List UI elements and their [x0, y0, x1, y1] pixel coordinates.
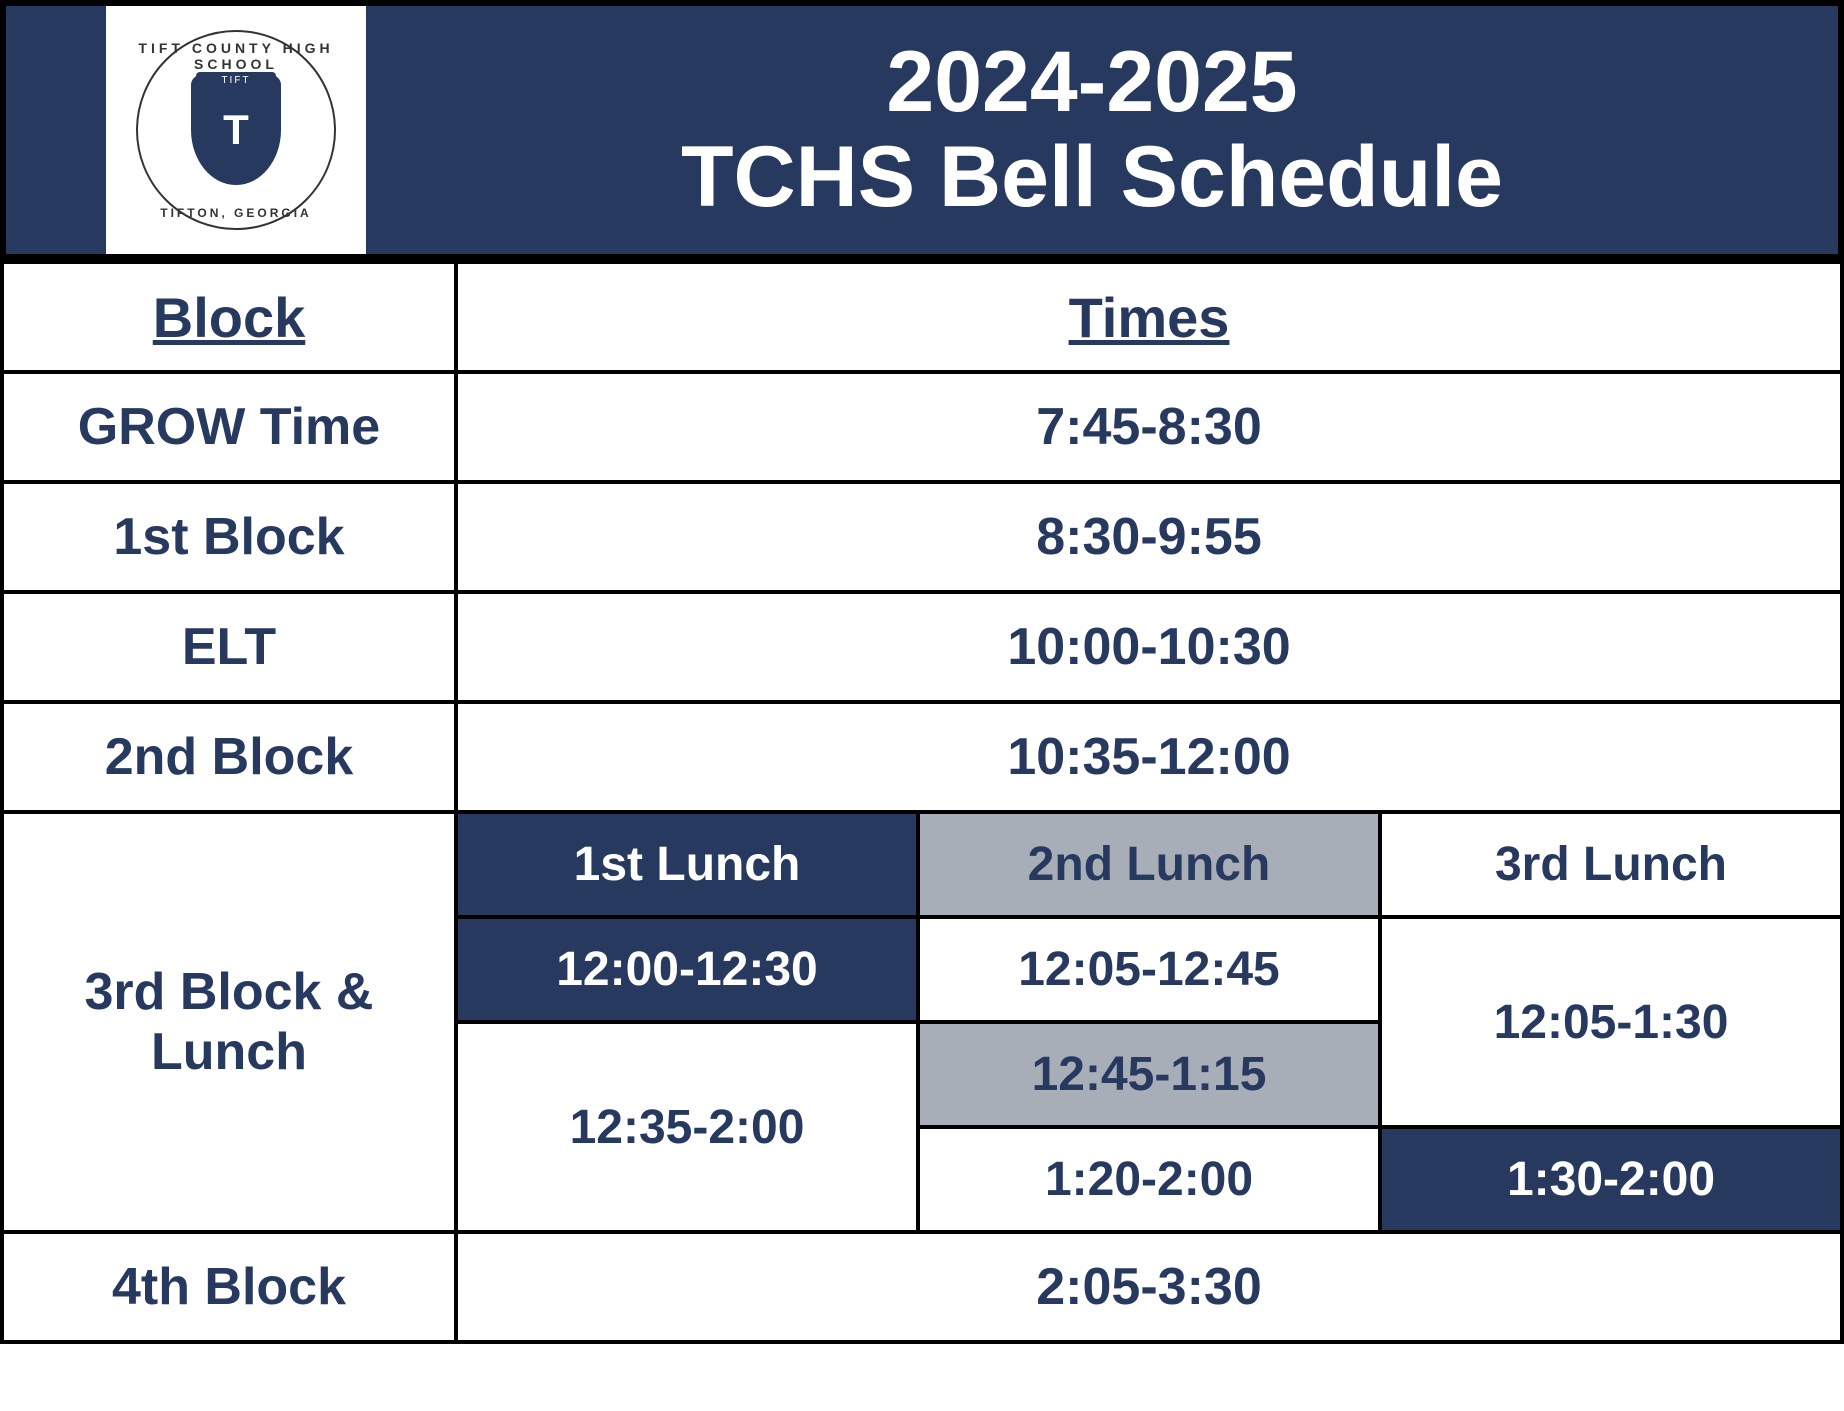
table-row: ELT 10:00-10:30	[2, 592, 1842, 702]
time-cell: 8:30-9:55	[456, 482, 1842, 592]
logo-letter: T	[223, 106, 249, 154]
block-label: 4th Block	[2, 1232, 456, 1342]
header-title: TCHS Bell Schedule	[426, 130, 1758, 225]
lunch-header-3: 3rd Lunch	[1380, 812, 1842, 917]
block-label: 2nd Block	[2, 702, 456, 812]
header-titles: 2024-2025 TCHS Bell Schedule	[426, 35, 1838, 224]
logo-top-text: TIFT COUNTY HIGH SCHOOL	[138, 40, 334, 72]
logo-badge-icon: T	[191, 75, 281, 185]
block-label: 1st Block	[2, 482, 456, 592]
lunch3-time1: 12:05-1:30	[1380, 917, 1842, 1127]
logo-band: TIFT	[196, 72, 276, 90]
logo-box: TIFT COUNTY HIGH SCHOOL TIFT T TIFTON, G…	[106, 6, 366, 254]
table-header-row: Block Times	[2, 262, 1842, 372]
time-cell: 2:05-3:30	[456, 1232, 1842, 1342]
header-banner: TIFT COUNTY HIGH SCHOOL TIFT T TIFTON, G…	[0, 0, 1844, 260]
col-header-times: Times	[456, 262, 1842, 372]
table-row: 2nd Block 10:35-12:00	[2, 702, 1842, 812]
table-row: 1st Block 8:30-9:55	[2, 482, 1842, 592]
schedule-table: Block Times GROW Time 7:45-8:30 1st Bloc…	[0, 260, 1844, 1344]
lunch2-time2: 12:45-1:15	[918, 1022, 1380, 1127]
table-row: GROW Time 7:45-8:30	[2, 372, 1842, 482]
lunch1-time1: 12:00-12:30	[456, 917, 918, 1022]
lunch-header-1: 1st Lunch	[456, 812, 918, 917]
lunch2-time3: 1:20-2:00	[918, 1127, 1380, 1232]
header-year: 2024-2025	[426, 35, 1758, 130]
school-logo-icon: TIFT COUNTY HIGH SCHOOL TIFT T TIFTON, G…	[136, 30, 336, 230]
bell-schedule-page: TIFT COUNTY HIGH SCHOOL TIFT T TIFTON, G…	[0, 0, 1844, 1411]
lunch-header-row: 3rd Block & Lunch 1st Lunch 2nd Lunch 3r…	[2, 812, 1842, 917]
time-cell: 10:00-10:30	[456, 592, 1842, 702]
lunch-header-2: 2nd Lunch	[918, 812, 1380, 917]
time-cell: 7:45-8:30	[456, 372, 1842, 482]
lunch1-time2: 12:35-2:00	[456, 1022, 918, 1232]
time-cell: 10:35-12:00	[456, 702, 1842, 812]
lunch3-time2: 1:30-2:00	[1380, 1127, 1842, 1232]
logo-bottom-text: TIFTON, GEORGIA	[138, 206, 334, 220]
lunch2-time1: 12:05-12:45	[918, 917, 1380, 1022]
block-label: ELT	[2, 592, 456, 702]
col-header-block: Block	[2, 262, 456, 372]
lunch-block-label: 3rd Block & Lunch	[2, 812, 456, 1232]
block-label: GROW Time	[2, 372, 456, 482]
table-row: 4th Block 2:05-3:30	[2, 1232, 1842, 1342]
